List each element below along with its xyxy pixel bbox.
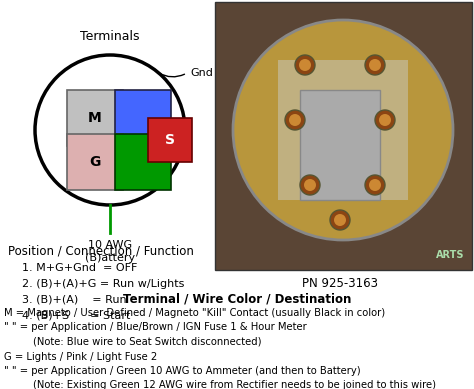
Circle shape — [233, 20, 453, 240]
Text: 4. (B)+S      = Start: 4. (B)+S = Start — [22, 311, 130, 321]
Circle shape — [300, 175, 320, 195]
Text: Position / Connection / Function: Position / Connection / Function — [8, 245, 194, 258]
Text: 1. M+G+Gnd  = OFF: 1. M+G+Gnd = OFF — [22, 263, 137, 273]
Circle shape — [365, 175, 385, 195]
Text: M: M — [88, 111, 102, 125]
Circle shape — [379, 114, 391, 126]
Text: 3. (B)+(A)    = Run: 3. (B)+(A) = Run — [22, 295, 127, 305]
Text: S: S — [165, 133, 175, 147]
Text: (Note: Blue wire to Seat Switch disconnected): (Note: Blue wire to Seat Switch disconne… — [8, 337, 262, 347]
Text: (B)attery: (B)attery — [85, 253, 135, 263]
Circle shape — [369, 179, 381, 191]
Circle shape — [375, 110, 395, 130]
Bar — [115, 90, 171, 146]
Text: (Note: Existing Green 12 AWG wire from Rectifier needs to be joined to this wire: (Note: Existing Green 12 AWG wire from R… — [8, 380, 436, 389]
Text: " " = per Application / Blue/Brown / IGN Fuse 1 & Hour Meter: " " = per Application / Blue/Brown / IGN… — [4, 322, 307, 333]
FancyBboxPatch shape — [278, 60, 408, 200]
Bar — [215, 2, 472, 270]
Text: Gnd: Gnd — [190, 68, 213, 78]
Text: ARTS: ARTS — [436, 250, 464, 260]
Bar — [67, 90, 123, 146]
Circle shape — [295, 55, 315, 75]
Bar — [148, 118, 192, 162]
Text: Terminals: Terminals — [80, 30, 140, 43]
FancyBboxPatch shape — [300, 90, 380, 200]
Circle shape — [365, 55, 385, 75]
Circle shape — [330, 210, 350, 230]
Text: 2. (B)+(A)+G = Run w/Lights: 2. (B)+(A)+G = Run w/Lights — [22, 279, 184, 289]
Circle shape — [304, 179, 316, 191]
Circle shape — [285, 110, 305, 130]
Bar — [67, 134, 123, 190]
Text: Terminal / Wire Color / Destination: Terminal / Wire Color / Destination — [123, 292, 351, 305]
Text: M = Magneto / User Defined / Magneto "Kill" Contact (usually Black in color): M = Magneto / User Defined / Magneto "Ki… — [4, 308, 385, 318]
Text: " " = per Application / Green 10 AWG to Ammeter (and then to Battery): " " = per Application / Green 10 AWG to … — [4, 366, 361, 376]
Circle shape — [299, 59, 311, 71]
Text: G: G — [89, 155, 100, 169]
Circle shape — [369, 59, 381, 71]
Circle shape — [289, 114, 301, 126]
Circle shape — [334, 214, 346, 226]
Text: G = Lights / Pink / Light Fuse 2: G = Lights / Pink / Light Fuse 2 — [4, 352, 157, 361]
Text: PN 925-3163: PN 925-3163 — [302, 277, 378, 290]
Bar — [115, 134, 171, 190]
Text: 10 AWG: 10 AWG — [88, 240, 132, 250]
